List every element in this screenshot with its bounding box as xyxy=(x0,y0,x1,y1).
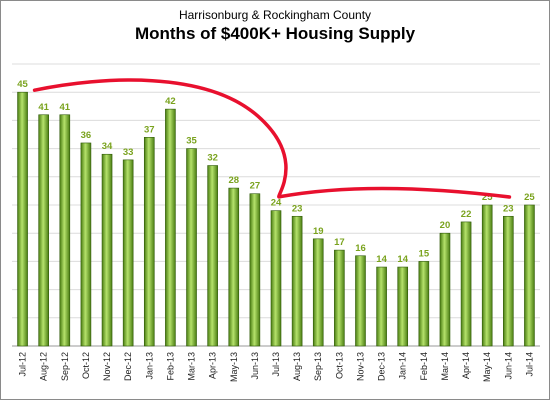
bar xyxy=(460,221,472,347)
data-label: 14 xyxy=(397,254,408,265)
bar xyxy=(165,108,176,347)
x-tick-label: Sep-13 xyxy=(313,352,323,381)
x-tick-label: Dec-12 xyxy=(123,352,133,381)
x-tick-label: Jun-13 xyxy=(250,352,260,380)
x-tick-label: May-14 xyxy=(482,352,492,382)
data-label: 45 xyxy=(17,79,28,90)
bar xyxy=(122,159,134,347)
x-tick-label: Jul-14 xyxy=(524,352,534,377)
data-label: 22 xyxy=(461,209,472,220)
bar xyxy=(249,193,261,347)
data-label: 23 xyxy=(292,203,303,214)
bar xyxy=(186,148,197,347)
bar xyxy=(503,215,514,347)
x-tick-label: Jul-13 xyxy=(271,352,281,377)
bar xyxy=(207,165,218,347)
data-label: 23 xyxy=(503,203,514,214)
annotation-stroke xyxy=(278,186,512,199)
x-tick-label: Jun-14 xyxy=(503,352,513,380)
data-label: 15 xyxy=(419,248,430,259)
x-tick-label: Mar-13 xyxy=(187,352,197,381)
bar xyxy=(101,153,113,347)
x-tick-label: Jan-14 xyxy=(398,352,408,380)
x-tick-label: Aug-12 xyxy=(39,352,49,381)
annotation-stroke xyxy=(32,78,288,199)
data-label: 34 xyxy=(102,141,113,152)
x-tick-label: May-13 xyxy=(229,352,239,382)
x-tick-label: Feb-13 xyxy=(165,352,175,381)
x-tick-label: Feb-14 xyxy=(419,352,429,381)
x-tick-label: Jul-12 xyxy=(18,352,28,377)
bar xyxy=(355,255,366,347)
bar xyxy=(312,238,324,347)
chart-title: Months of $400K+ Housing Supply xyxy=(134,24,416,43)
x-tick-label: Apr-14 xyxy=(461,352,471,379)
data-label: 25 xyxy=(524,192,535,203)
x-tick-label: Oct-13 xyxy=(334,352,344,379)
bar xyxy=(143,137,155,347)
data-label: 32 xyxy=(207,153,218,164)
data-label: 25 xyxy=(482,192,493,203)
x-tick-label: Aug-13 xyxy=(292,352,302,381)
bar xyxy=(38,114,49,347)
chart-subtitle: Harrisonburg & Rockingham County xyxy=(178,8,372,22)
data-label: 41 xyxy=(38,102,49,113)
data-label: 24 xyxy=(271,198,282,209)
bar xyxy=(397,266,409,347)
data-label: 20 xyxy=(440,220,451,231)
bar xyxy=(59,114,71,347)
data-label: 42 xyxy=(165,96,176,107)
data-label: 35 xyxy=(186,136,197,147)
bar xyxy=(439,232,451,347)
bar xyxy=(418,261,430,347)
data-label: 16 xyxy=(355,243,366,254)
data-label: 41 xyxy=(60,102,71,113)
data-label: 36 xyxy=(81,130,92,141)
bar xyxy=(291,215,303,347)
x-tick-label: Apr-13 xyxy=(208,352,218,379)
bar xyxy=(228,187,240,347)
data-label: 28 xyxy=(228,175,239,186)
x-tick-label: Dec-13 xyxy=(377,352,387,381)
bar xyxy=(524,204,535,347)
bar xyxy=(270,210,282,347)
x-tick-label: Sep-12 xyxy=(60,352,70,381)
data-label: 17 xyxy=(334,237,345,248)
data-label: 27 xyxy=(250,181,261,192)
x-tick-label: Jan-13 xyxy=(144,352,154,380)
bar xyxy=(17,91,28,347)
bar xyxy=(80,142,92,347)
data-label: 37 xyxy=(144,124,155,135)
x-tick-label: Nov-12 xyxy=(102,352,112,381)
x-tick-label: Mar-14 xyxy=(440,352,450,381)
bar xyxy=(481,204,493,347)
bar xyxy=(334,249,345,347)
data-label: 33 xyxy=(123,147,134,158)
x-tick-label: Nov-13 xyxy=(355,352,365,381)
bar xyxy=(376,266,387,347)
data-label: 19 xyxy=(313,226,324,237)
x-tick-label: Oct-12 xyxy=(81,352,91,379)
data-label: 14 xyxy=(376,254,387,265)
